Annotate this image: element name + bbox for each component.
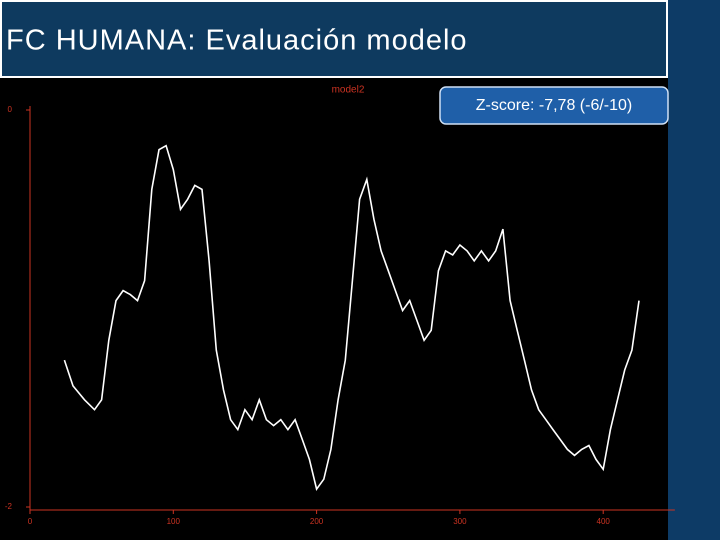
plot: 0 -2 0 100 200 300 400	[5, 105, 675, 526]
x-tick-label: 300	[453, 517, 467, 526]
x-tick-label: 100	[167, 517, 181, 526]
side-strip	[668, 0, 720, 540]
x-tick-label: 0	[28, 517, 33, 526]
title-bar	[0, 0, 668, 78]
y-tick-label: 0	[8, 105, 13, 114]
x-tick-label: 400	[597, 517, 611, 526]
annotation-box	[439, 86, 669, 125]
slide-title: FC HUMANA: Evaluación modelo	[6, 25, 468, 57]
chart-title: model2	[332, 85, 365, 96]
annotation: Z-score: -7,78 (-6/-10)	[476, 97, 632, 114]
x-tick-label: 200	[310, 517, 324, 526]
chart-background	[0, 78, 672, 540]
data-line	[63, 144, 640, 491]
y-tick-label: -2	[5, 502, 13, 511]
